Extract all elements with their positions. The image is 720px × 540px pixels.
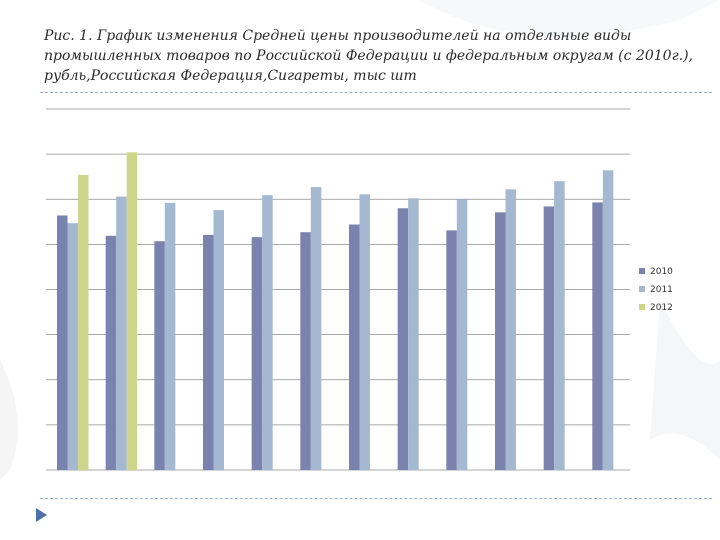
bar-2011-5 — [262, 195, 273, 470]
legend-label-2011: 2011 — [650, 285, 673, 295]
legend-label-2012: 2012 — [650, 303, 673, 313]
bottom-divider — [40, 498, 712, 499]
bar-2012-1 — [78, 174, 89, 470]
gridlines — [46, 108, 630, 471]
top-divider — [40, 92, 712, 93]
bar-2011-2 — [116, 196, 127, 471]
bar-2011-11 — [554, 181, 565, 470]
bar-2010-2 — [105, 235, 117, 470]
bar-2010-12 — [592, 202, 603, 470]
bar-2010-1 — [57, 215, 68, 470]
next-slide-arrow-icon[interactable] — [36, 508, 47, 522]
background-swirl-left — [0, 360, 18, 480]
bar-2010-4 — [203, 234, 214, 470]
legend-swatch-2010 — [639, 268, 645, 274]
bar-2010-11 — [543, 206, 555, 470]
legend: 2010 2011 2012 — [639, 267, 673, 313]
bar-2012-2 — [126, 152, 138, 470]
bar-2010-10 — [495, 212, 506, 470]
bar-2010-8 — [397, 208, 409, 470]
legend-swatch-2011 — [639, 286, 645, 292]
legend-label-2010: 2010 — [650, 267, 673, 277]
bar-2011-3 — [164, 202, 176, 471]
background-swirl-top — [420, 0, 720, 36]
bar-2011-12 — [602, 170, 614, 470]
bar-2010-7 — [349, 224, 360, 470]
bar-2011-7 — [359, 194, 370, 470]
bar-2011-8 — [408, 198, 419, 470]
bar-2010-9 — [446, 230, 457, 470]
bar-2011-4 — [213, 210, 224, 470]
background-swirl-right — [650, 300, 720, 460]
bar-2011-10 — [505, 189, 516, 470]
bar-2010-6 — [300, 232, 311, 470]
bar-2011-6 — [310, 187, 322, 470]
bar-2010-5 — [251, 237, 263, 470]
chart-title: Рис. 1. График изменения Средней цены пр… — [44, 28, 694, 84]
legend-swatch-2012 — [639, 304, 645, 310]
bar-2011-9 — [456, 199, 468, 470]
bar-2010-3 — [154, 241, 165, 470]
bar-2011-1 — [67, 223, 78, 470]
bars — [57, 152, 614, 471]
